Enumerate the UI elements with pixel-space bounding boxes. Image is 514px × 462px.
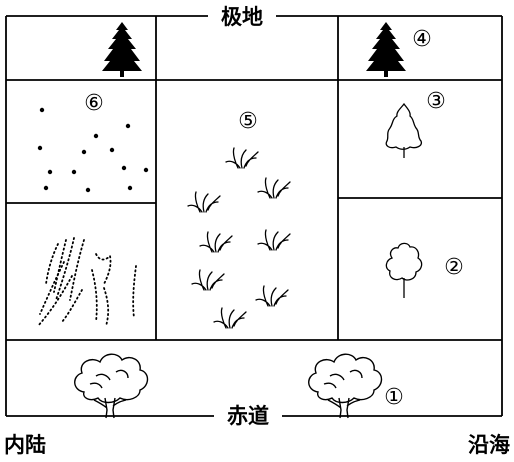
dark-conifer-tree-icon <box>102 22 142 77</box>
zone-grid <box>5 15 503 417</box>
grass-tuft-icon <box>187 191 221 213</box>
sparse-dots-icon <box>37 107 149 193</box>
label-coastal: 沿海 <box>468 432 510 457</box>
grass-tufts <box>187 147 291 329</box>
grass-tuft-icon <box>191 269 225 291</box>
outline-conifer-tree-icon <box>385 102 422 158</box>
broadleaf-tree-icon <box>74 353 149 419</box>
zone-marker-5: ⑤ <box>238 109 258 134</box>
zone-marker-3: ③ <box>426 89 446 114</box>
grass-tuft-icon <box>257 177 291 199</box>
grass-tuft-icon <box>225 147 259 169</box>
broadleaf-tree-icon <box>308 353 383 419</box>
zone-marker-2: ② <box>444 255 464 280</box>
grass-tuft-icon <box>199 231 233 253</box>
label-polar: 极地 <box>221 4 263 29</box>
grass-tuft-icon <box>255 285 289 307</box>
label-inland: 内陆 <box>4 432 46 457</box>
zone-marker-1: ① <box>384 385 404 410</box>
zone-marker-6: ⑥ <box>84 91 104 116</box>
small-deciduous-tree-icon <box>385 242 423 298</box>
zone-marker-4: ④ <box>412 27 432 52</box>
dark-conifer-tree-icon <box>366 22 406 77</box>
dotted-texture <box>37 237 137 327</box>
label-equator: 赤道 <box>227 403 269 428</box>
grass-tuft-icon <box>257 229 291 251</box>
grass-tuft-icon <box>213 307 247 329</box>
